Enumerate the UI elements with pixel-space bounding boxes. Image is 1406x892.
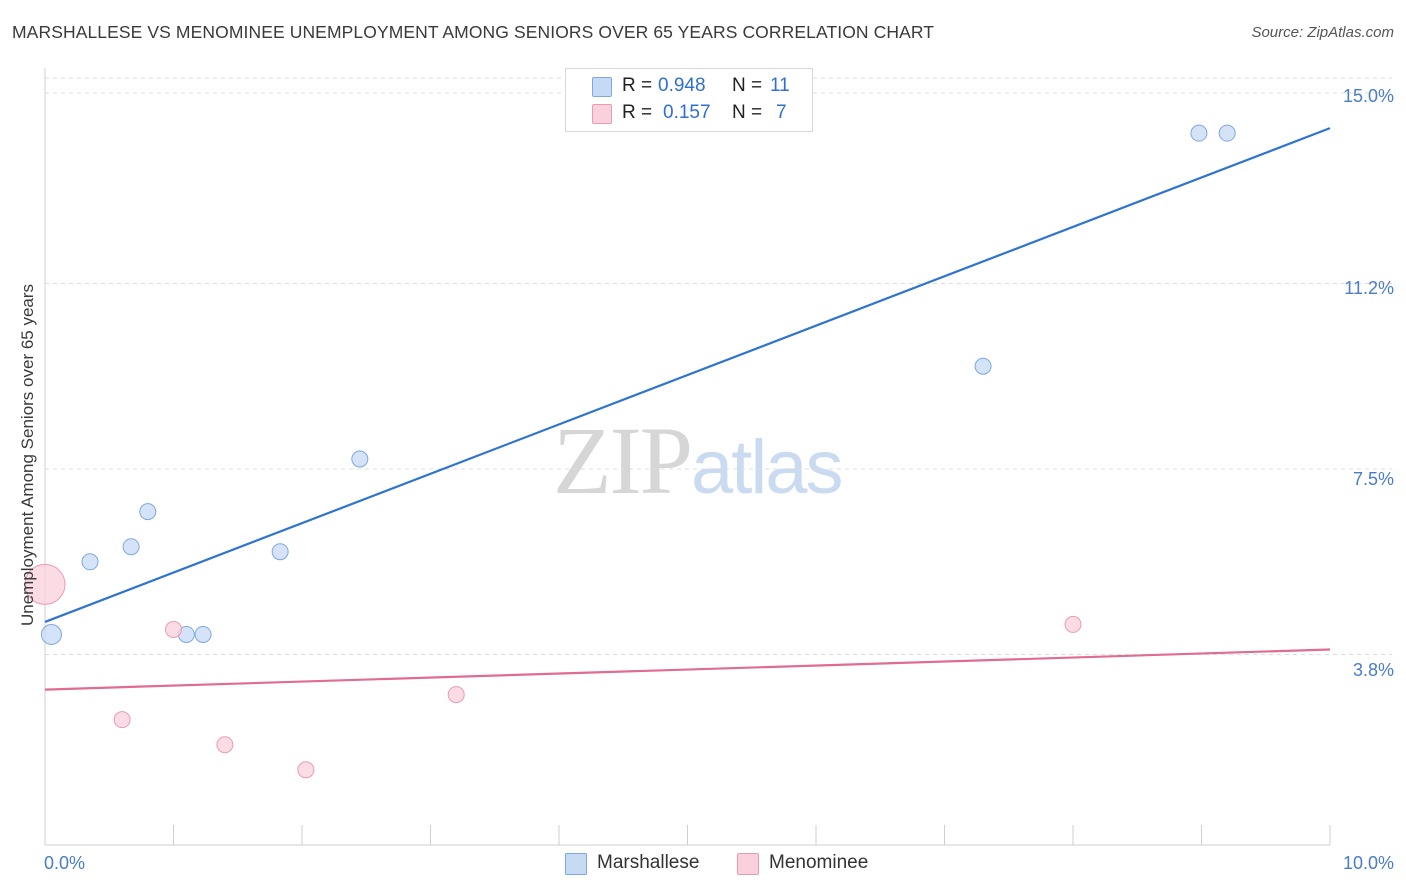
watermark: ZIPatlas [553, 405, 844, 516]
n-value: 11 [770, 75, 790, 96]
y-tick-label-7: 7.5% [1352, 469, 1394, 489]
point-menominee [216, 736, 234, 754]
point-menominee [1064, 615, 1082, 633]
legend-swatch-blue [565, 853, 587, 875]
source-credit: Source: ZipAtlas.com [1251, 24, 1394, 41]
x-tick-label-min: 0.0% [44, 853, 86, 873]
legend-label: Menominee [769, 852, 869, 873]
point-menominee [113, 711, 131, 729]
y-axis-label: Unemployment Among Seniors over 65 years [18, 283, 37, 627]
point-marshallese [139, 503, 157, 521]
axes [44, 68, 1331, 846]
r-value: 0.948 [658, 75, 706, 96]
point-marshallese [271, 543, 289, 561]
point-marshallese [351, 450, 369, 468]
n-label: N = [732, 75, 763, 96]
point-menominee [447, 686, 465, 704]
point-menominee [24, 563, 66, 605]
trend-line-menominee [44, 648, 1331, 691]
legend-swatch-pink [737, 853, 759, 875]
legend-row-menominee: R = 0.157 N = 7 [566, 102, 812, 126]
legend-swatch-pink [592, 104, 612, 124]
legend-label: Marshallese [597, 852, 700, 873]
legend-swatch-blue [592, 77, 612, 97]
point-marshallese [974, 357, 992, 375]
y-tick-label-3: 3.8% [1352, 660, 1394, 680]
trend-line-marshallese [44, 127, 1331, 623]
point-marshallese [194, 625, 212, 643]
point-marshallese [1190, 124, 1208, 142]
y-tick-label-15: 15.0% [1342, 86, 1394, 106]
data-points [24, 124, 1236, 779]
legend-row-marshallese: R = 0.948 N = 11 [566, 75, 812, 99]
watermark-zip: ZIP [553, 407, 693, 514]
n-value: 7 [776, 102, 787, 123]
point-marshallese [81, 553, 99, 571]
trend-lines [44, 127, 1331, 691]
r-label: R = [622, 75, 653, 96]
point-marshallese [40, 623, 62, 645]
n-label: N = [732, 102, 763, 123]
gridlines [45, 77, 1392, 656]
chart-title: MARSHALLESE VS MENOMINEE UNEMPLOYMENT AM… [12, 22, 935, 42]
x-tick-label-max: 10.0% [1342, 853, 1394, 873]
r-label: R = [622, 102, 653, 123]
y-tick-label-11: 11.2% [1344, 278, 1394, 298]
point-marshallese [122, 538, 140, 556]
point-menominee [165, 620, 182, 638]
correlation-legend: R = 0.948 N = 11 R = 0.157 N = 7 [565, 68, 813, 132]
point-menominee [297, 761, 315, 779]
point-marshallese [1218, 124, 1236, 142]
watermark-atlas: atlas [691, 425, 844, 510]
r-value: 0.157 [663, 102, 711, 123]
